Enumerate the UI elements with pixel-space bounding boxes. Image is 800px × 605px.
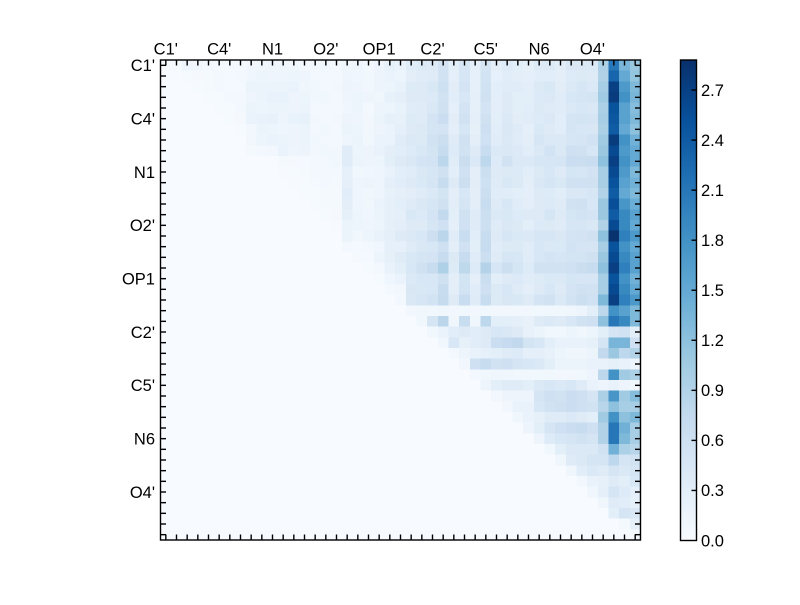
- svg-text:0.6: 0.6: [701, 432, 724, 450]
- svg-text:0.0: 0.0: [701, 532, 724, 550]
- svg-text:C5': C5': [131, 377, 155, 395]
- svg-text:OP1: OP1: [363, 41, 396, 59]
- svg-text:O2': O2': [313, 41, 338, 59]
- svg-text:C1': C1': [131, 57, 155, 75]
- svg-text:O4': O4': [130, 484, 155, 502]
- svg-text:C4': C4': [207, 41, 231, 59]
- svg-text:2.1: 2.1: [701, 182, 724, 200]
- svg-text:N6: N6: [134, 431, 155, 449]
- svg-text:2.4: 2.4: [701, 132, 724, 150]
- svg-text:1.5: 1.5: [701, 282, 724, 300]
- svg-text:N6: N6: [529, 41, 550, 59]
- svg-text:N1: N1: [262, 41, 283, 59]
- svg-text:O2': O2': [130, 217, 155, 235]
- svg-text:C2': C2': [131, 324, 155, 342]
- svg-text:C1': C1': [154, 41, 178, 59]
- svg-text:N1: N1: [134, 164, 155, 182]
- svg-text:1.2: 1.2: [701, 332, 724, 350]
- svg-text:C4': C4': [131, 111, 155, 129]
- svg-text:0.9: 0.9: [701, 382, 724, 400]
- svg-text:0.3: 0.3: [701, 482, 724, 500]
- svg-text:C5': C5': [474, 41, 498, 59]
- svg-text:C2': C2': [420, 41, 444, 59]
- svg-text:1.8: 1.8: [701, 232, 724, 250]
- svg-text:2.7: 2.7: [701, 82, 724, 100]
- svg-text:O4': O4': [580, 41, 605, 59]
- svg-text:OP1: OP1: [122, 271, 155, 289]
